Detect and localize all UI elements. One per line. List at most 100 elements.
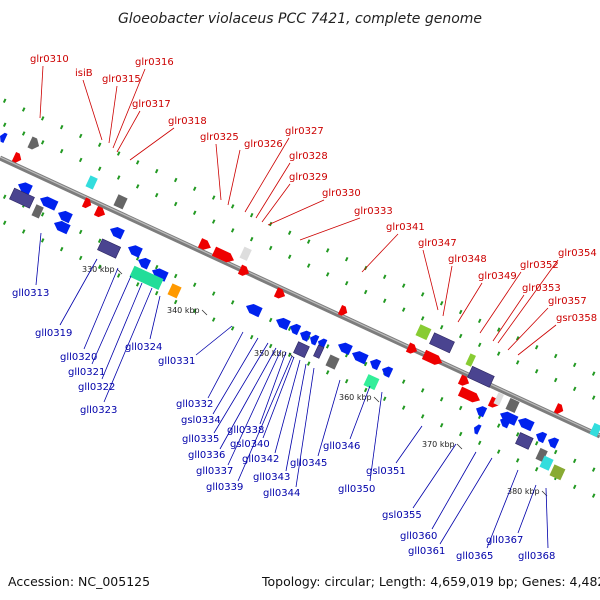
track-dot (78, 133, 83, 139)
track-dot (230, 326, 235, 331)
accession-text: Accession: NC_005125 (8, 574, 150, 589)
track-dot (534, 440, 539, 446)
reverse-gene-arrow (138, 257, 151, 270)
track-dot (173, 201, 178, 207)
gene-label: isiB (75, 68, 93, 79)
leader-line (227, 149, 241, 206)
gene-block (539, 455, 554, 471)
track-dot (420, 316, 425, 321)
gene-label: gll0319 (35, 328, 72, 339)
gene-label: glr0330 (322, 188, 361, 199)
gene-label: gll0323 (80, 405, 117, 416)
gene-label: glr0327 (285, 126, 324, 137)
scale-tick-label: 330 kbp (82, 265, 115, 274)
track-dot (591, 395, 596, 400)
track-dot (363, 361, 368, 367)
track-dot (135, 282, 140, 287)
forward-gene-labels: glr0310 isiB glr0315 glr0316 glr0317 glr0318 g… (30, 54, 597, 356)
gene-block (535, 447, 548, 463)
gene-label: glr0316 (135, 57, 174, 68)
leader-line (431, 451, 477, 530)
track-dot (97, 238, 102, 243)
leader-line (116, 110, 141, 153)
leader-line (237, 355, 293, 482)
track-dot (401, 283, 406, 288)
track-dot (363, 387, 368, 393)
leader-line (108, 85, 118, 144)
track-dot (572, 484, 577, 490)
leader-line (213, 342, 269, 434)
reverse-gene-arrow (300, 330, 312, 342)
gene-label: gll0361 (408, 546, 445, 557)
track-dot (553, 377, 558, 383)
leader-line (492, 294, 525, 342)
track-dot (230, 300, 235, 305)
reverse-gene-arrow (128, 245, 143, 258)
forward-gene-arrow (237, 264, 250, 276)
track-dot (477, 318, 482, 324)
gene-label: glr0353 (522, 283, 561, 294)
track-dot (439, 324, 444, 330)
track-dot (287, 254, 292, 260)
track-dot (97, 264, 102, 269)
scale-tick-label: 340 kbp (167, 306, 200, 315)
reverse-gene-arrow (40, 196, 59, 211)
track-dot (591, 493, 596, 498)
gene-label: glr0357 (548, 296, 587, 307)
track-dot (78, 255, 83, 261)
track-dot (344, 378, 349, 384)
gene-features (0, 132, 600, 481)
track-dot (173, 177, 178, 183)
track-dot (553, 353, 558, 359)
gene-block (129, 265, 164, 291)
forward-gene-arrow (553, 403, 564, 414)
track-dot (97, 166, 102, 171)
track-dot (249, 212, 254, 218)
leader-line (35, 232, 42, 286)
gene-label: gll0345 (290, 458, 327, 469)
track-dot (439, 396, 444, 402)
gene-label: gll0336 (188, 450, 225, 461)
gene-block (239, 246, 252, 261)
track-dot (2, 194, 7, 199)
track-dot (306, 361, 311, 366)
track-dot (325, 344, 330, 349)
track-dot (572, 362, 577, 368)
reverse-gene-arrow (18, 182, 33, 195)
leader-line (274, 359, 301, 454)
gene-label: gsl0340 (230, 439, 270, 450)
track-dot (230, 228, 235, 233)
leader-line (261, 183, 291, 223)
reverse-gene-arrow (110, 226, 125, 240)
forward-gene-arrow (405, 342, 418, 354)
reverse-gene-labels: gll0313 gll0319 gll0320 gll0321 gll0322 gll03… (12, 232, 555, 562)
track-dot (515, 432, 520, 437)
track-dot (401, 379, 406, 384)
leader-line (361, 233, 399, 273)
gene-label: gll0339 (206, 482, 243, 493)
track-dot (40, 140, 45, 145)
gene-block (505, 397, 520, 414)
forward-gene-arrow (11, 151, 22, 163)
gene-label: gll0322 (78, 382, 115, 393)
track-dot (458, 333, 463, 339)
scale-tick-label: 370 kbp (422, 440, 455, 449)
track-dot (116, 175, 121, 180)
track-dot (116, 273, 121, 278)
gene-label: gll0368 (518, 551, 555, 562)
gene-label: glr0354 (558, 248, 597, 259)
track-dot (268, 343, 273, 349)
track-dot (249, 334, 254, 340)
track-dot (572, 458, 577, 464)
gene-block (85, 175, 98, 190)
track-dot (173, 273, 178, 279)
leader-line (215, 143, 222, 201)
track-dot (211, 317, 216, 322)
gene-label: glr0329 (289, 172, 328, 183)
track-dot (154, 264, 159, 270)
track-dot (21, 229, 26, 234)
leader-line (439, 457, 493, 545)
gene-label: gsr0358 (556, 313, 597, 324)
reverse-gene-arrow (382, 366, 394, 378)
leader-line (457, 282, 483, 323)
